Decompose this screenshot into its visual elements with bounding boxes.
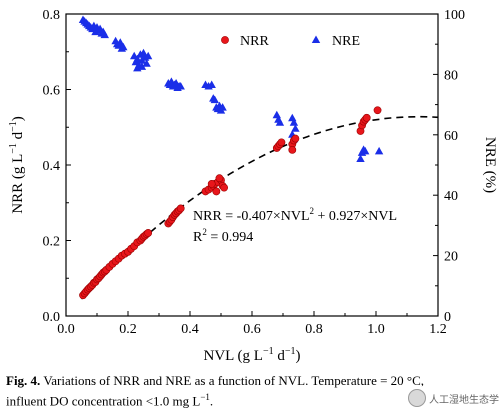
y-left-axis-label-main: NRR (g L [10, 154, 26, 214]
caption-text-1: Variations of NRR and NRE as a function … [40, 373, 425, 388]
nrr-point [277, 138, 286, 147]
y-left-axis-label-mid: d [10, 131, 26, 143]
nre-point [119, 42, 128, 51]
x-tick-label: 0.4 [181, 322, 199, 337]
y-left-axis-label: NRR (g L−1 d−1) [8, 116, 26, 214]
x-axis-label: NVL (g L−1 d−1) [204, 346, 301, 364]
y-right-axis-label: NRE (%) [482, 137, 498, 193]
y-right-tick-label: 60 [444, 129, 458, 144]
nre-point [100, 30, 109, 39]
y-left-tick-label: 0.2 [43, 235, 61, 250]
legend-nre-marker [311, 35, 321, 43]
y-right-tick-label: 40 [444, 189, 458, 204]
x-tick-label: 0.8 [305, 322, 323, 337]
figure-caption: Fig. 4. Variations of NRR and NRE as a f… [6, 372, 496, 409]
y-left-tick-label: 0.0 [43, 310, 61, 325]
y-left-axis-label-end: ) [10, 116, 26, 121]
plot-frame [65, 13, 439, 317]
nre-point [272, 110, 281, 119]
nrr-point [220, 183, 228, 192]
caption-text-2: influent DO concentration <1.0 mg L [6, 393, 201, 409]
caption-text-end: . [209, 393, 214, 409]
nre-point [291, 124, 300, 132]
y-left-axis-label-sup1: −1 [8, 143, 19, 154]
nre-point [116, 38, 125, 46]
fit-r2-label: R [193, 230, 203, 245]
nre-point [207, 80, 216, 88]
y-right-tick-label: 80 [444, 68, 458, 83]
x-axis-label-sup1: −1 [263, 346, 274, 357]
fit-equation-suffix: + 0.927×NVL [314, 209, 397, 224]
nre-point [142, 59, 151, 67]
legend-nre-label: NRE [332, 34, 360, 49]
fit-r-squared: R2 = 0.994 [193, 227, 253, 245]
nre-point [137, 62, 147, 70]
x-tick-label: 1.0 [367, 322, 385, 337]
nre-point [210, 95, 219, 104]
watermark-text: 人工湿地生态学 [429, 394, 499, 406]
x-axis-ticks: 0.0 0.2 0.4 0.6 0.8 1.0 1.2 [57, 311, 447, 337]
y-left-tick-label: 0.4 [43, 159, 61, 174]
nrr-point [373, 106, 382, 115]
y-right-tick-label: 100 [444, 8, 465, 23]
nre-point [218, 103, 227, 111]
nre-point [374, 146, 384, 155]
fit-equation-sup: 2 [310, 206, 315, 216]
caption-sup: −1 [200, 392, 210, 402]
nre-point [275, 118, 285, 126]
nre-point [361, 146, 370, 155]
y-left-axis-label-sup2: −1 [8, 121, 19, 132]
x-axis-label-mid: d [274, 348, 286, 364]
nre-point [289, 118, 299, 126]
nre-point [144, 51, 153, 60]
fit-r2-value: = 0.994 [207, 230, 253, 245]
y-left-tick-label: 0.8 [43, 8, 61, 23]
nrr-point [288, 145, 297, 154]
legend-nrr-label: NRR [240, 34, 269, 49]
nrr-point [212, 187, 221, 196]
nrr-point [362, 113, 371, 122]
x-axis-label-main: NVL (g L [204, 348, 263, 364]
y-right-axis-ticks: 0 20 40 60 80 100 [433, 8, 465, 325]
nrr-nre-chart: 0.0 0.2 0.4 0.6 0.8 1.0 1.2 0.0 0.2 0.4 0.6 0.8 0 2… [8, 8, 498, 364]
watermark: 人工湿地生态学 [408, 386, 500, 410]
nre-point [288, 113, 297, 122]
x-axis-label-sup2: −1 [285, 346, 296, 357]
y-left-axis-ticks: 0.0 0.2 0.4 0.6 0.8 [43, 8, 71, 325]
x-tick-label: 0.0 [57, 322, 75, 337]
y-right-tick-label: 0 [444, 310, 451, 325]
x-axis-label-end: ) [295, 348, 300, 364]
y-right-tick-label: 20 [444, 250, 458, 265]
nrr-series [79, 106, 382, 300]
x-tick-label: 0.2 [119, 322, 137, 337]
fit-curve-line [80, 115, 439, 300]
fit-equation: NRR = -0.407×NVL2 + 0.927×NVL [193, 206, 397, 224]
y-left-tick-label: 0.6 [43, 84, 61, 99]
legend-nrr-marker [221, 36, 229, 44]
fit-curve [80, 115, 439, 300]
caption-fig-label: Fig. 4. [6, 373, 41, 388]
nrr-point [215, 174, 224, 183]
nre-series [78, 15, 384, 162]
x-tick-label: 1.2 [429, 322, 447, 337]
x-tick-label: 0.6 [243, 322, 261, 337]
nrr-point [176, 204, 185, 213]
nre-point [176, 82, 185, 90]
nrr-point [291, 134, 300, 143]
fit-r2-sup: 2 [202, 227, 207, 237]
nrr-point [144, 229, 153, 237]
fit-equation-prefix: NRR = -0.407×NVL [193, 209, 310, 224]
nre-point [133, 54, 142, 63]
legend: NRR NRE [221, 34, 360, 49]
nrr-point [207, 179, 216, 188]
nre-point [356, 154, 365, 162]
watermark-logo-icon [408, 389, 426, 407]
